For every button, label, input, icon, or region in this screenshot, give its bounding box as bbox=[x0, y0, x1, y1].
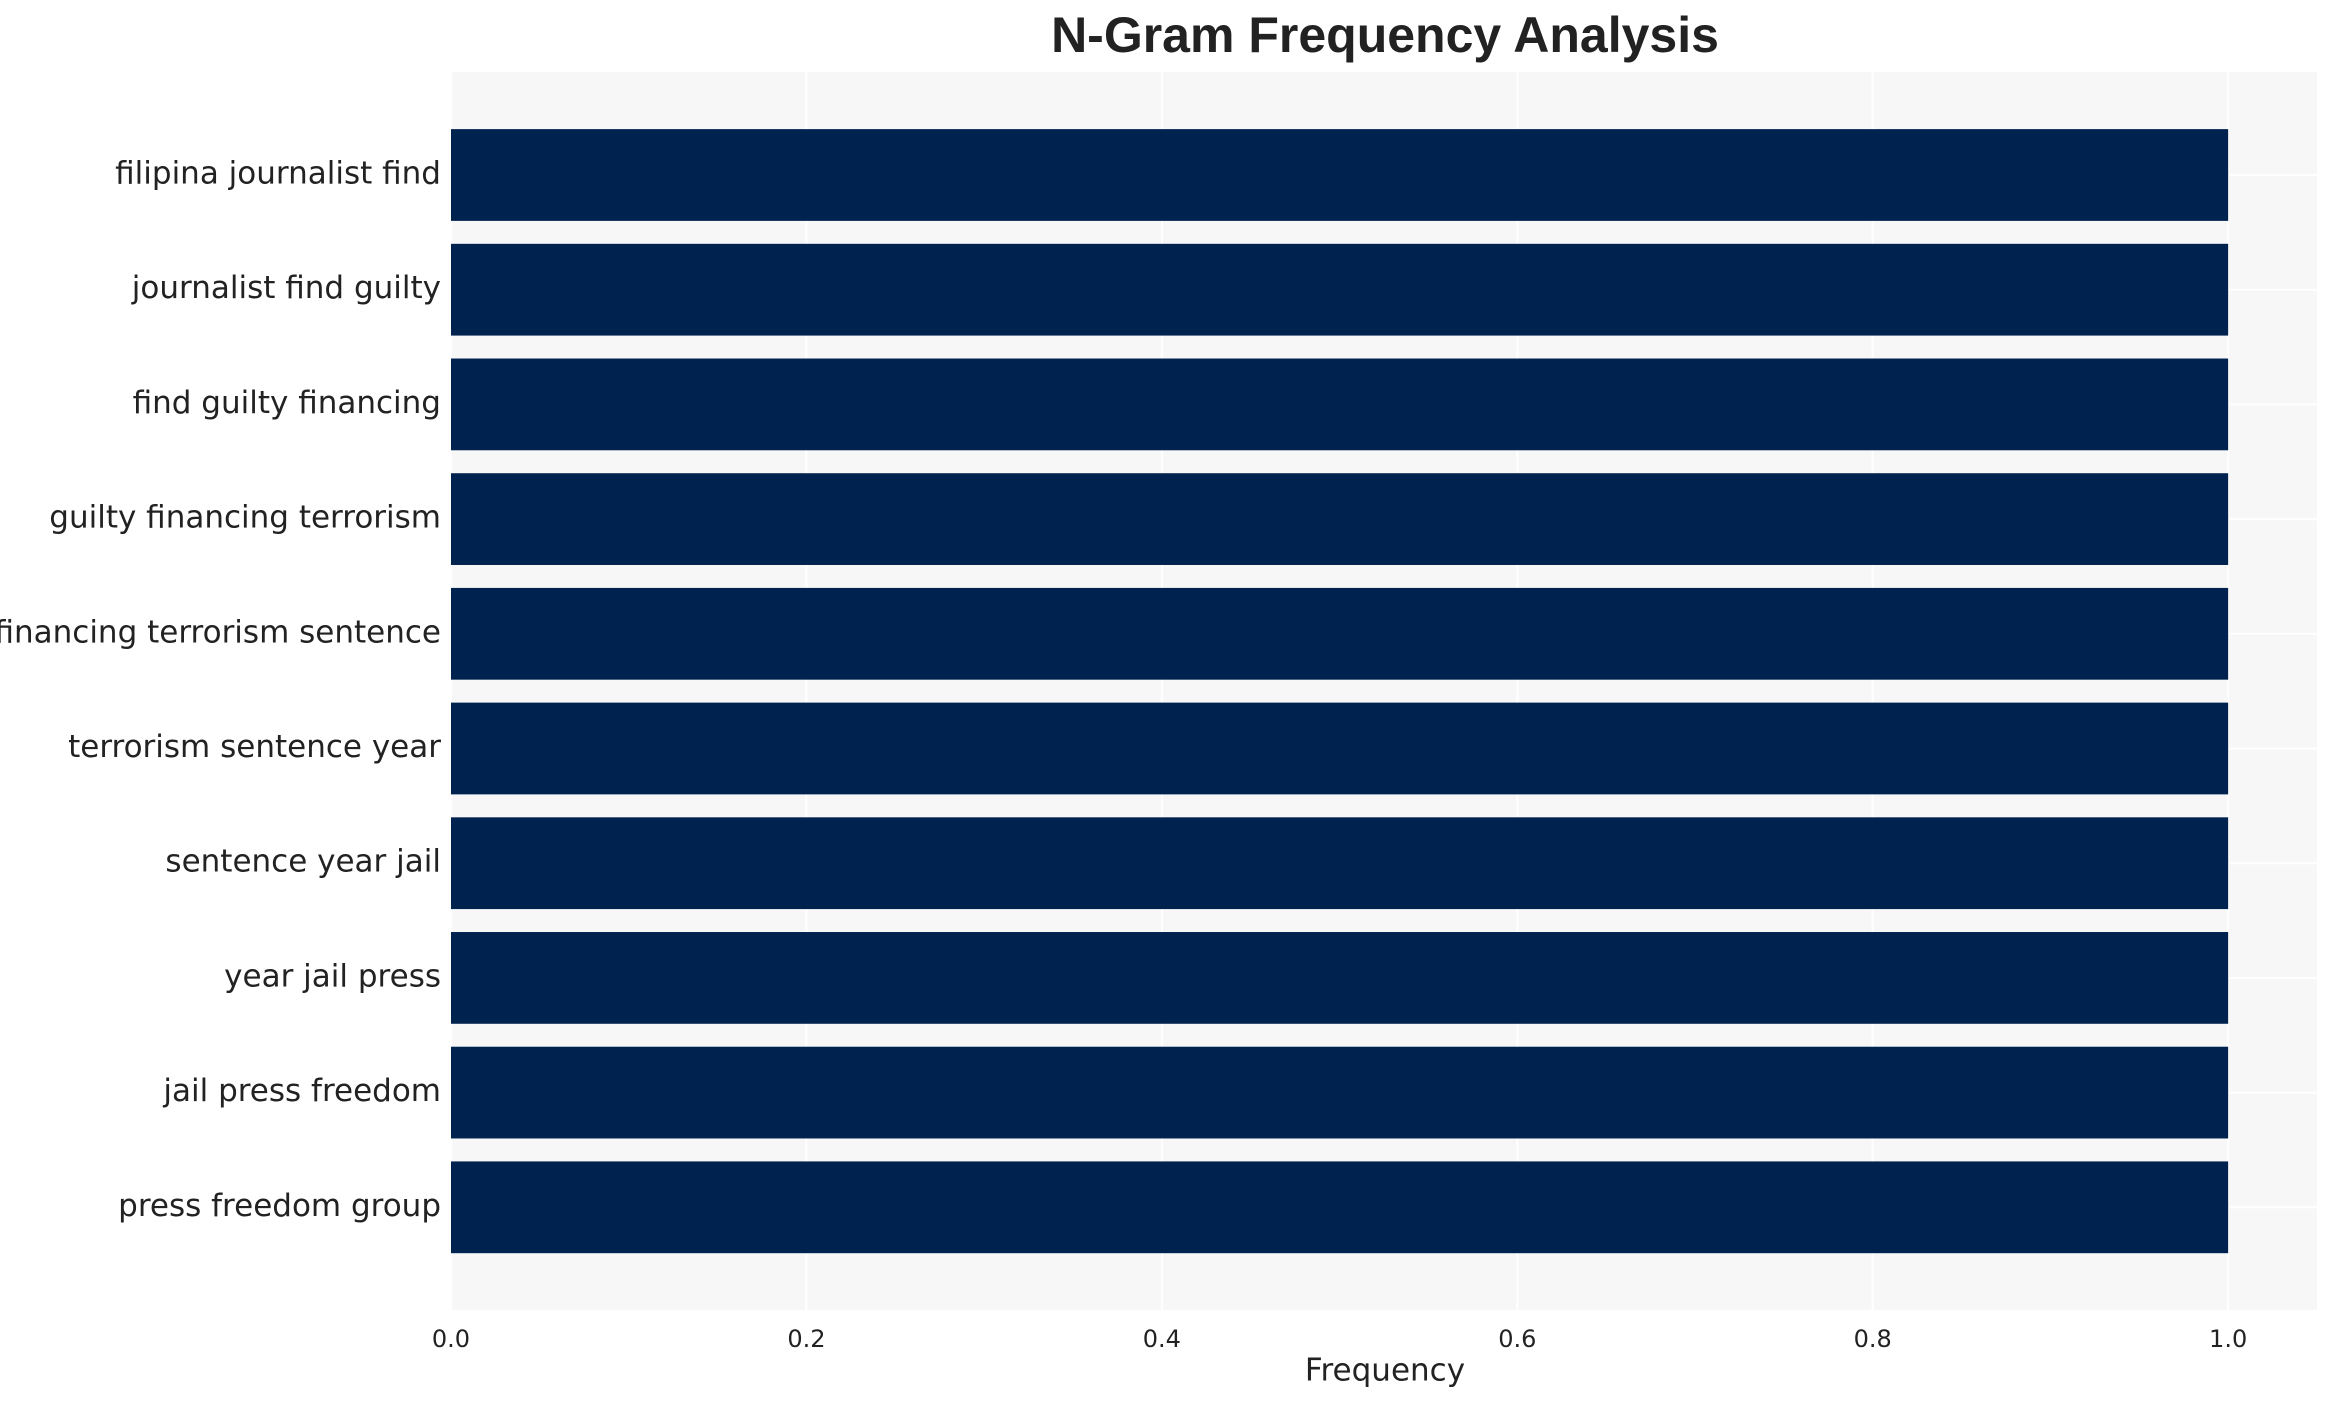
bar bbox=[451, 1046, 2229, 1139]
y-tick-label: sentence year jail bbox=[165, 844, 441, 880]
y-tick-label: press freedom group bbox=[118, 1188, 441, 1224]
y-tick-label: find guilty financing bbox=[133, 385, 441, 421]
y-tick-label: guilty financing terrorism bbox=[49, 500, 441, 536]
chart-title: N-Gram Frequency Analysis bbox=[1051, 7, 1719, 63]
x-tick-label: 1.0 bbox=[2209, 1325, 2247, 1353]
x-tick-label: 0.6 bbox=[1498, 1325, 1536, 1353]
x-axis-label: Frequency bbox=[1305, 1353, 1465, 1389]
bar bbox=[451, 129, 2229, 221]
bar bbox=[451, 702, 2229, 795]
bar bbox=[451, 932, 2229, 1024]
y-tick-label: filipina journalist find bbox=[115, 156, 441, 192]
bar bbox=[451, 358, 2229, 451]
bar bbox=[451, 817, 2229, 910]
y-tick-label: financing terrorism sentence bbox=[0, 614, 441, 650]
bar bbox=[451, 1161, 2229, 1254]
x-tick-label: 0.0 bbox=[432, 1325, 470, 1353]
bar bbox=[451, 243, 2229, 336]
bar bbox=[451, 587, 2229, 680]
x-tick-label: 0.8 bbox=[1854, 1325, 1892, 1353]
y-tick-label: jail press freedom bbox=[162, 1073, 441, 1109]
bar bbox=[451, 473, 2229, 565]
x-tick-label: 0.4 bbox=[1143, 1325, 1181, 1353]
x-tick-label: 0.2 bbox=[787, 1325, 825, 1353]
y-tick-label: terrorism sentence year bbox=[68, 729, 441, 765]
y-tick-label: journalist find guilty bbox=[131, 270, 441, 306]
y-tick-label: year jail press bbox=[224, 958, 441, 994]
